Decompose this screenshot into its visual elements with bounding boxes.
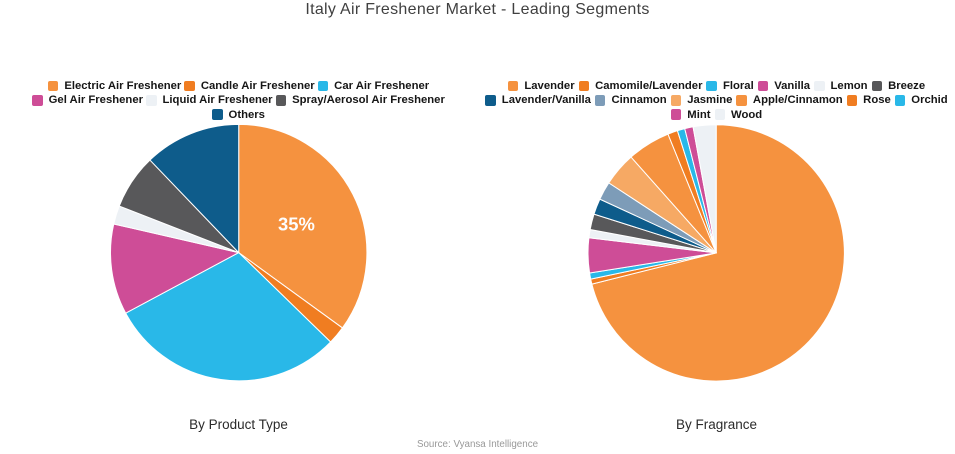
svg-text:35%: 35% xyxy=(278,213,315,234)
